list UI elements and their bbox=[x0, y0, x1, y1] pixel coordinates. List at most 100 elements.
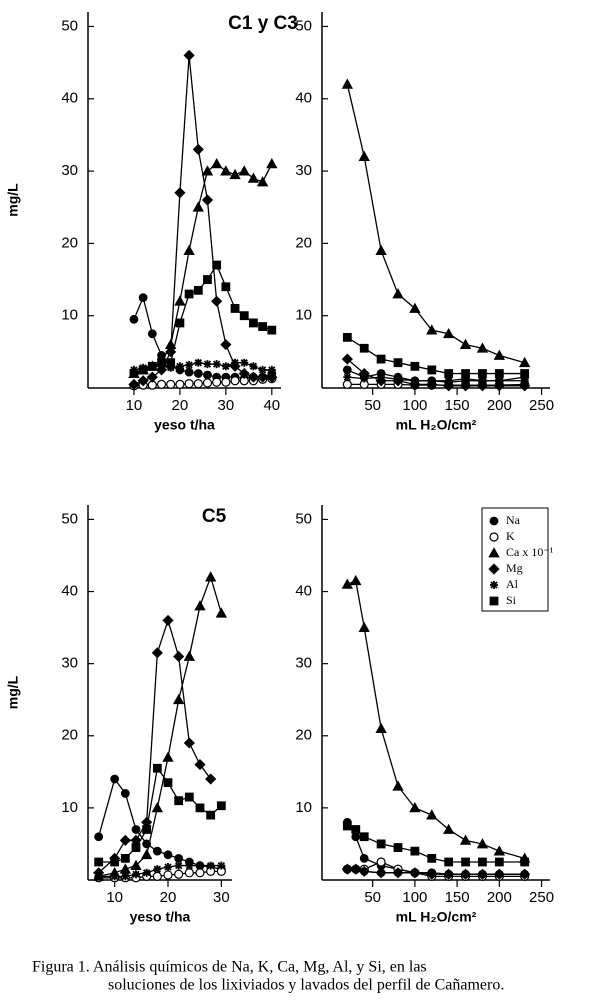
data-point bbox=[494, 369, 504, 378]
data-point bbox=[183, 244, 195, 256]
data-point bbox=[164, 863, 172, 872]
y-tick-label: 20 bbox=[61, 234, 78, 251]
data-point bbox=[375, 244, 387, 256]
x-tick-label: 250 bbox=[529, 889, 554, 906]
data-point bbox=[174, 187, 186, 199]
data-point bbox=[359, 832, 369, 842]
data-point bbox=[520, 376, 529, 385]
data-point bbox=[495, 870, 504, 879]
data-point bbox=[350, 574, 362, 586]
data-point bbox=[427, 853, 437, 863]
data-point bbox=[184, 792, 194, 802]
series-line bbox=[98, 575, 222, 878]
data-point bbox=[238, 165, 250, 176]
data-point bbox=[212, 260, 222, 270]
x-tick-label: 30 bbox=[218, 397, 235, 414]
legend-label: Na bbox=[506, 513, 521, 527]
data-point bbox=[359, 853, 369, 863]
data-point bbox=[184, 379, 194, 389]
x-tick-label: 50 bbox=[364, 397, 381, 414]
data-point bbox=[166, 379, 176, 389]
data-point bbox=[444, 857, 454, 867]
data-point bbox=[166, 363, 175, 372]
data-point bbox=[427, 868, 436, 877]
data-point bbox=[376, 354, 386, 364]
data-point bbox=[132, 870, 140, 879]
legend-label: Si bbox=[506, 593, 517, 607]
data-point bbox=[239, 376, 249, 386]
data-point bbox=[142, 825, 152, 834]
y-tick-label: 30 bbox=[61, 162, 78, 179]
data-point bbox=[266, 371, 278, 383]
data-point bbox=[94, 872, 103, 881]
data-point bbox=[119, 834, 131, 846]
data-point bbox=[256, 176, 269, 187]
data-point bbox=[493, 349, 506, 360]
y-tick-label: 40 bbox=[295, 583, 312, 600]
data-point bbox=[203, 360, 212, 369]
data-point bbox=[121, 872, 130, 881]
data-point bbox=[166, 358, 176, 368]
data-point bbox=[377, 868, 386, 877]
y-tick-label: 10 bbox=[295, 307, 312, 324]
data-point bbox=[343, 865, 352, 874]
data-point bbox=[410, 376, 419, 385]
data-point bbox=[358, 150, 370, 162]
y-tick-label: 10 bbox=[295, 799, 312, 816]
x-tick-label: 10 bbox=[126, 397, 143, 414]
data-point bbox=[202, 378, 213, 388]
data-point bbox=[341, 78, 354, 89]
data-point bbox=[152, 871, 162, 881]
data-point bbox=[120, 789, 130, 798]
data-point bbox=[220, 339, 232, 351]
data-point bbox=[162, 751, 174, 762]
x-tick-label: 40 bbox=[263, 397, 280, 414]
caption-line: soluciones de los lixiviados y lavados d… bbox=[108, 977, 504, 994]
data-point bbox=[120, 853, 130, 863]
data-point bbox=[247, 371, 259, 383]
data-point bbox=[204, 571, 217, 582]
caption-line: Figura 1. Análisis químicos de Na, K, Ca… bbox=[32, 959, 427, 976]
data-point bbox=[152, 763, 162, 773]
x-tick-label: 10 bbox=[106, 889, 123, 906]
y-tick-label: 40 bbox=[61, 90, 78, 107]
data-point bbox=[175, 379, 185, 389]
data-point bbox=[520, 870, 529, 879]
x-tick-label: 200 bbox=[487, 397, 512, 414]
legend-marker bbox=[489, 516, 499, 526]
data-point bbox=[151, 647, 163, 659]
data-point bbox=[183, 49, 195, 61]
data-point bbox=[221, 362, 230, 371]
x-tick-label: 150 bbox=[445, 397, 470, 414]
data-point bbox=[175, 318, 185, 328]
y-tick-label: 40 bbox=[61, 583, 78, 600]
series-line bbox=[347, 579, 525, 859]
data-point bbox=[461, 374, 470, 383]
data-point bbox=[174, 853, 184, 863]
data-point bbox=[444, 376, 453, 385]
data-point bbox=[426, 809, 438, 820]
data-point bbox=[231, 358, 240, 367]
y-tick-label: 40 bbox=[295, 90, 312, 107]
data-point bbox=[129, 369, 139, 378]
data-point bbox=[110, 857, 120, 867]
x-tick-label: 100 bbox=[402, 397, 427, 414]
data-point bbox=[351, 825, 361, 834]
data-point bbox=[377, 373, 386, 382]
x-tick-label: 250 bbox=[529, 397, 554, 414]
data-point bbox=[257, 371, 269, 383]
data-point bbox=[478, 369, 487, 378]
data-point bbox=[444, 369, 454, 378]
x-axis-title: yeso t/ha bbox=[154, 417, 215, 433]
data-point bbox=[376, 839, 386, 849]
data-point bbox=[203, 275, 212, 284]
data-point bbox=[427, 365, 437, 375]
legend-marker bbox=[489, 532, 499, 542]
legend-label: K bbox=[506, 529, 515, 543]
data-point bbox=[173, 650, 185, 663]
data-point bbox=[193, 379, 203, 389]
data-point bbox=[193, 285, 203, 295]
data-point bbox=[221, 282, 231, 292]
data-point bbox=[175, 362, 184, 371]
data-point bbox=[194, 759, 206, 771]
